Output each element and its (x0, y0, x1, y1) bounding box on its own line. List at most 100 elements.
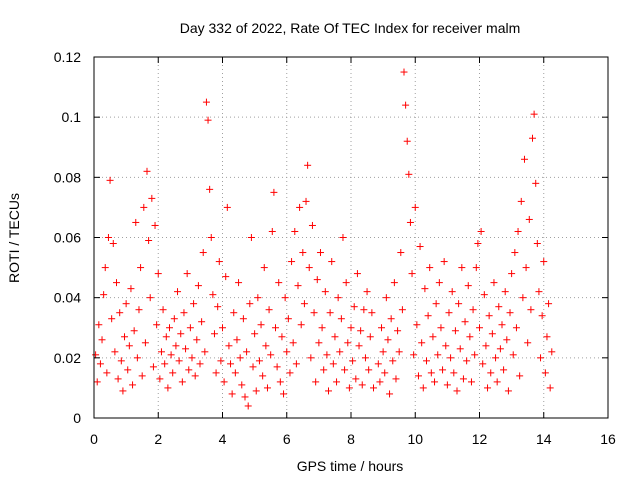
data-point (360, 306, 368, 314)
data-point (520, 155, 528, 163)
data-point (537, 354, 545, 362)
data-point (334, 294, 342, 302)
data-point (220, 378, 228, 386)
data-point (296, 203, 304, 211)
x-tick-label: 16 (600, 431, 616, 447)
data-point (219, 324, 226, 332)
data-point (206, 185, 214, 193)
data-point (485, 312, 493, 320)
data-point (228, 390, 236, 398)
data-point (405, 170, 413, 178)
data-point (501, 288, 509, 296)
data-point (411, 203, 419, 211)
data-point (509, 351, 517, 359)
y-tick-label: 0 (73, 410, 81, 426)
data-point (137, 264, 145, 272)
data-point (112, 279, 120, 287)
data-point (151, 221, 159, 229)
y-tick-label: 0.08 (54, 169, 81, 185)
data-point (236, 354, 244, 362)
data-point (365, 366, 373, 374)
data-point (392, 375, 400, 383)
data-point (429, 333, 437, 341)
data-point (533, 240, 541, 248)
data-point (308, 221, 316, 229)
data-point (263, 384, 271, 392)
data-point (503, 336, 511, 344)
data-point (480, 291, 488, 299)
data-point (361, 354, 369, 362)
data-point (172, 342, 180, 350)
data-point (349, 357, 357, 365)
data-point (201, 348, 209, 356)
y-axis-label: ROTI / TECUs (6, 193, 22, 283)
data-point (239, 315, 247, 323)
data-point (153, 321, 161, 329)
data-point (342, 279, 350, 287)
data-point (467, 378, 475, 386)
data-point (321, 288, 329, 296)
data-point (251, 330, 259, 338)
data-point (466, 333, 474, 341)
data-point (368, 309, 376, 317)
data-point (353, 270, 361, 278)
data-point (283, 348, 291, 356)
data-point (230, 309, 238, 317)
data-point (347, 324, 355, 332)
data-point (167, 351, 175, 359)
data-point (516, 372, 524, 380)
data-point (96, 360, 104, 368)
data-point (288, 258, 296, 266)
data-point (458, 264, 466, 272)
data-point (268, 227, 276, 235)
data-point (121, 333, 129, 341)
data-point (414, 372, 422, 380)
data-point (366, 333, 374, 341)
data-point (289, 339, 297, 347)
data-point (175, 357, 183, 365)
data-point (130, 327, 138, 335)
data-point (190, 300, 198, 308)
data-point (482, 342, 490, 350)
data-point (273, 363, 281, 371)
data-point (337, 315, 345, 323)
data-point (135, 306, 143, 314)
data-point (127, 285, 135, 293)
data-point (212, 369, 220, 377)
data-point (374, 360, 382, 368)
data-point (442, 342, 450, 350)
data-point (101, 264, 109, 272)
data-point (474, 240, 482, 248)
data-point (546, 384, 554, 392)
data-point (331, 333, 339, 341)
data-point (484, 384, 492, 392)
data-point (169, 369, 177, 377)
data-point (104, 234, 112, 241)
data-point (519, 294, 527, 302)
data-point (355, 342, 363, 350)
data-point (381, 369, 389, 377)
data-point (541, 369, 549, 377)
data-point (93, 378, 101, 386)
data-point (325, 387, 333, 395)
data-point (344, 339, 352, 347)
data-point (426, 264, 434, 272)
data-point (320, 366, 328, 374)
data-point (352, 375, 360, 383)
data-point (191, 372, 199, 380)
data-point (472, 264, 480, 272)
data-point (215, 258, 223, 266)
data-point (545, 300, 553, 308)
data-point (313, 276, 321, 284)
data-point (294, 282, 302, 290)
data-point (488, 330, 496, 338)
data-point (456, 345, 464, 353)
data-point (223, 203, 231, 211)
data-point (398, 306, 406, 314)
data-point (138, 372, 146, 380)
data-point (358, 381, 366, 389)
data-point (517, 197, 525, 205)
data-point (267, 351, 275, 359)
data-point (422, 357, 430, 365)
